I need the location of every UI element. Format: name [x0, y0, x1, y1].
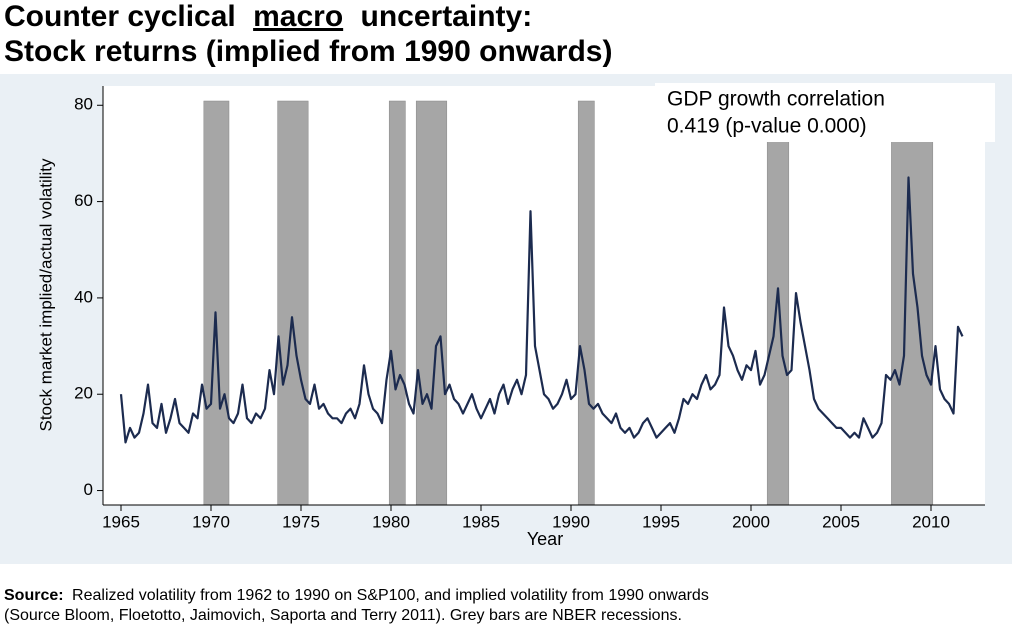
- x-tick-label: 1980: [372, 512, 410, 531]
- chart-title: Counter cyclical macro uncertainty:: [4, 0, 532, 33]
- x-tick-label: 1990: [552, 512, 590, 531]
- x-tick-label: 1965: [102, 512, 140, 531]
- recession-bar: [388, 100, 406, 506]
- source-text: (Source Bloom, Floetotto, Jaimovich, Sap…: [4, 607, 682, 624]
- recession-bar: [415, 100, 448, 506]
- chart-subtitle: Stock returns (implied from 1990 onwards…: [4, 35, 612, 68]
- recession-bar: [203, 100, 230, 506]
- annotation: GDP growth correlation: [667, 88, 885, 111]
- source-text: Realized volatility from 1962 to 1990 on…: [72, 587, 709, 604]
- title-emphasis: macro: [253, 0, 343, 33]
- title-part: Counter cyclical: [4, 0, 236, 33]
- recession-bar: [577, 100, 595, 506]
- x-tick-label: 1995: [642, 512, 680, 531]
- title-part: uncertainty:: [361, 0, 533, 33]
- x-tick-label: 1975: [282, 512, 320, 531]
- annotation: 0.419 (p-value 0.000): [667, 115, 867, 138]
- x-tick-label: 2000: [732, 512, 770, 531]
- y-axis-title: Stock market implied/actual volatility: [36, 158, 55, 432]
- x-tick-label: 2005: [822, 512, 860, 531]
- y-tick-label: 40: [74, 287, 93, 306]
- source-label: Source:: [4, 587, 64, 604]
- recession-bar: [277, 100, 309, 506]
- line-series: [119, 176, 964, 444]
- x-axis-title: Year: [527, 529, 563, 549]
- recession-bar: [891, 100, 934, 506]
- y-tick-label: 60: [74, 191, 93, 210]
- y-tick-label: 20: [74, 384, 93, 403]
- y-tick-label: 0: [84, 480, 93, 499]
- x-tick-label: 2010: [912, 512, 950, 531]
- annotation-box: [655, 83, 995, 142]
- x-tick-label: 1985: [462, 512, 500, 531]
- source-note: Source: Realized volatility from 1962 to…: [4, 587, 709, 604]
- plot-area: [103, 86, 985, 505]
- y-tick-label: 80: [74, 95, 93, 114]
- x-tick-label: 1970: [192, 512, 230, 531]
